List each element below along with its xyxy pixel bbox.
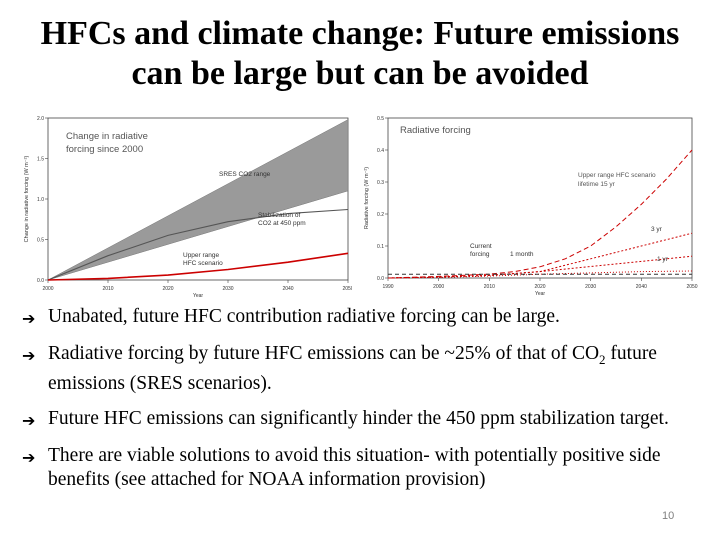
x-tick-label: 2050 [686, 284, 697, 290]
bullet-text: There are viable solutions to avoid this… [48, 444, 661, 490]
x-tick-label: 2020 [534, 284, 545, 290]
annotation-hfc: Upper range [183, 252, 220, 259]
annotation-upper-range: Upper range HFC scenario [578, 172, 656, 179]
bullet-text: Radiative forcing by future HFC emission… [48, 342, 712, 396]
annotation-stabilization: Stabilization of [258, 212, 300, 219]
y-tick-label: 0.5 [37, 238, 44, 244]
arrow-bullet-icon: ➔ [22, 410, 36, 430]
title-line-1: HFCs and climate change: Future emission… [40, 15, 680, 52]
x-tick-label: 2010 [102, 286, 113, 292]
annotation-1-month: 1 month [510, 251, 534, 258]
y-tick-label: 0.4 [377, 148, 384, 154]
bullet-text-main: Radiative forcing by future HFC emission… [48, 343, 600, 364]
bullet-item: ➔ Radiative forcing by future HFC emissi… [22, 342, 712, 396]
title-line-2: can be large but can be avoided [131, 55, 589, 92]
y-tick-label: 1.0 [37, 197, 44, 203]
series-line [387, 255, 693, 279]
bullet-item: ➔ There are viable solutions to avoid th… [22, 444, 712, 492]
radiative-forcing-change-chart: 2000 2010 2020 2030 2040 2050 0.0 0.5 1.0 1.5 2.0 Y… [24, 116, 352, 299]
y-tick-label: 0.2 [377, 212, 384, 218]
chart-title: Radiative forcing [400, 125, 471, 136]
annotation-stabilization: CO2 at 450 ppm [258, 220, 306, 227]
y-axis-label: Radiative forcing (W m⁻²) [364, 167, 370, 229]
x-tick-label: 2030 [585, 284, 596, 290]
hfc-radiative-forcing-chart: 1990 2000 2010 2020 2030 2040 2050 0.0 0.1 0.2 0.3… [364, 116, 698, 297]
x-tick-label: 2020 [162, 286, 173, 292]
annotation-current-forcing: Current [470, 243, 492, 250]
arrow-bullet-icon: ➔ [22, 346, 36, 365]
sres-co2-range-band [47, 119, 349, 281]
series-line [47, 252, 349, 281]
bullet-list: ➔ Unabated, future HFC contribution radi… [22, 305, 712, 503]
chart-title-line: forcing since 2000 [66, 144, 143, 155]
slide-title: HFCs and climate change: Future emission… [0, 14, 720, 94]
annotation-current-forcing: forcing [470, 251, 490, 258]
x-axis-label: Year [193, 293, 203, 299]
arrow-bullet-icon: ➔ [22, 309, 36, 328]
series-line [387, 149, 693, 279]
series-line [47, 208, 349, 281]
x-tick-label: 2040 [282, 286, 293, 292]
y-tick-label: 1.5 [37, 157, 44, 163]
annotation-3-yr: 3 yr [651, 226, 663, 233]
x-tick-label: 2040 [636, 284, 647, 290]
bullet-text-subscript: 2 [599, 351, 606, 367]
x-tick-label: 2000 [42, 286, 53, 292]
page-number: 10 [662, 510, 675, 522]
y-tick-label: 2.0 [37, 116, 44, 122]
chart-title-line: Change in radiative [66, 131, 148, 142]
y-tick-label: 0.1 [377, 244, 384, 250]
bullet-text-tail: future emissions (SRES scenarios). [48, 343, 657, 394]
plot-frame [387, 117, 693, 279]
bullet-text: Unabated, future HFC contribution radiat… [48, 306, 560, 327]
annotation-1-yr: 1 yr [657, 256, 669, 263]
x-tick-label: 2050 [342, 286, 352, 292]
x-tick-label: 2030 [222, 286, 233, 292]
annotation-hfc: HFC scenario [183, 260, 223, 267]
y-tick-label: 0.0 [37, 278, 44, 284]
y-axis-label: Change in radiative forcing (W m⁻²) [24, 156, 30, 243]
x-axis-label: Year [535, 291, 545, 297]
bullet-item: ➔ Unabated, future HFC contribution radi… [22, 305, 712, 331]
bullet-item: ➔ Future HFC emissions can significantly… [22, 407, 712, 433]
x-tick-label: 2010 [484, 284, 495, 290]
y-tick-label: 0.5 [377, 116, 384, 122]
y-tick-label: 0.0 [377, 276, 384, 282]
y-tick-label: 0.3 [377, 180, 384, 186]
x-tick-label: 2000 [433, 284, 444, 290]
x-tick-label: 1990 [382, 284, 393, 290]
annotation-sres: SRES CO2 range [219, 171, 271, 178]
annotation-upper-range: lifetime 15 yr [578, 181, 616, 188]
bullet-text: Future HFC emissions can significantly h… [48, 407, 669, 429]
arrow-bullet-icon: ➔ [22, 447, 36, 467]
